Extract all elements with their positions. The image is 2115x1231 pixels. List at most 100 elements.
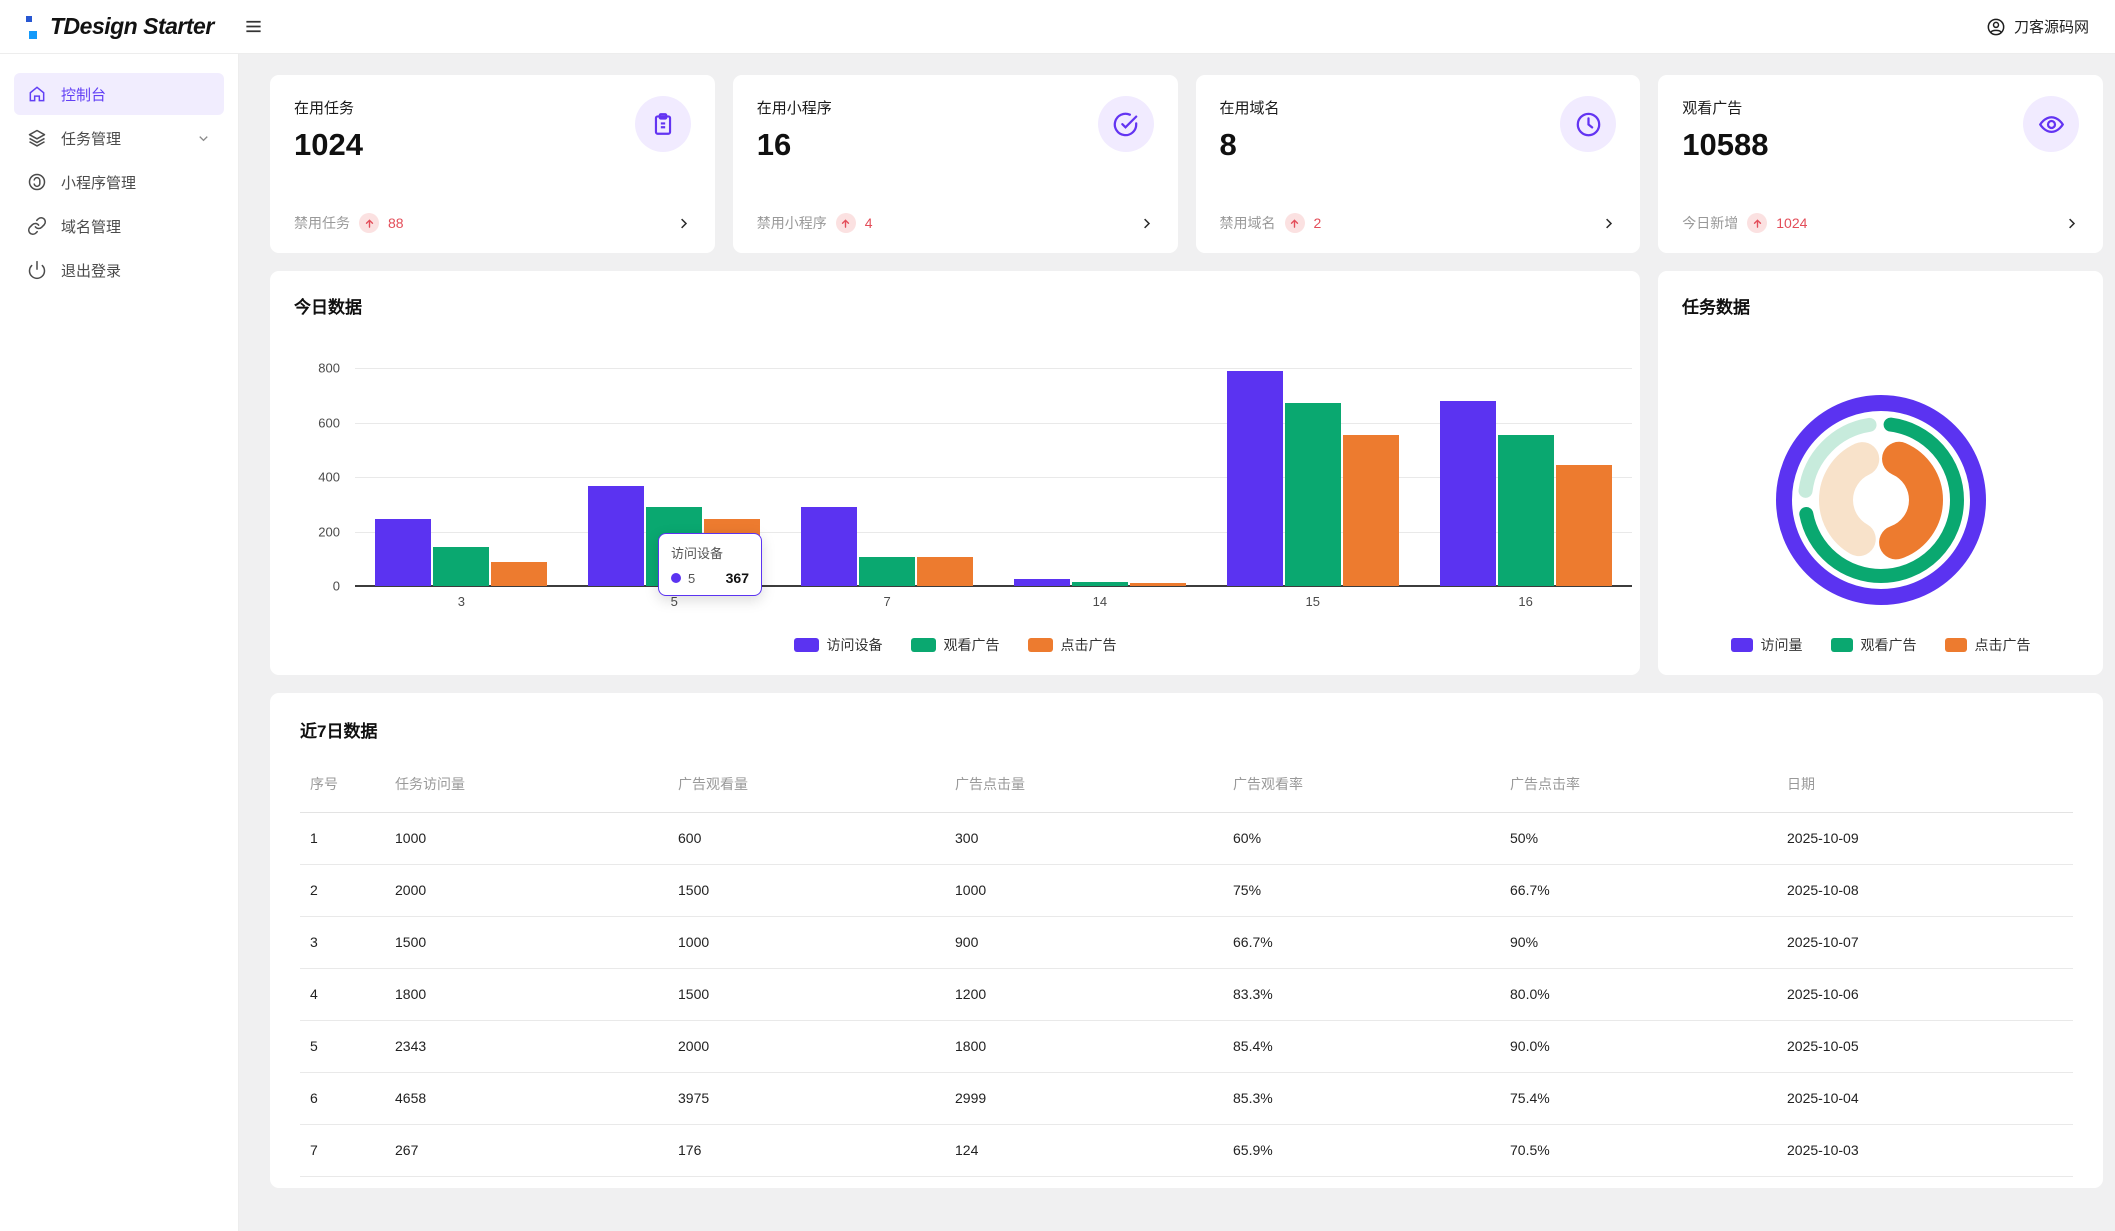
table-cell: 75% (1223, 864, 1500, 917)
stat-title: 在用任务 (294, 100, 355, 117)
bar (1129, 583, 1186, 586)
header: TDesign Starter 刀客源码网 (0, 0, 2115, 54)
y-axis-tick: 400 (318, 469, 340, 485)
donut-chart-svg (1775, 395, 1986, 605)
stat-title: 在用小程序 (756, 100, 832, 117)
bar (375, 519, 432, 586)
stat-sub-label: 禁用小程序 (756, 215, 827, 231)
table-cell: 2000 (668, 1020, 945, 1073)
table-cell: 2025-10-05 (1777, 1020, 2073, 1073)
legend-item[interactable]: 访问量 (1730, 635, 1803, 655)
sidebar-item-label: 控制台 (61, 86, 107, 104)
table-cell: 2343 (385, 1020, 668, 1073)
table-cell: 1800 (945, 1020, 1223, 1073)
bar (1071, 581, 1128, 586)
table-cell: 600 (668, 812, 945, 865)
bar-chart-plot: 0 200 400 600 800 3 5 7 14 15 16 (318, 361, 1632, 609)
legend-swatch-icon (1027, 638, 1053, 652)
user-menu[interactable]: 刀客源码网 (1986, 16, 2089, 37)
x-axis-tick: 5 (670, 594, 678, 609)
x-axis-tick: 7 (883, 594, 891, 609)
chevron-right-icon[interactable] (1139, 216, 1154, 231)
table-cell: 1000 (668, 916, 945, 969)
logo-text: TDesign Starter (50, 13, 214, 39)
chevron-right-icon[interactable] (2064, 216, 2079, 231)
stat-value: 16 (756, 127, 792, 162)
stat-footer: 禁用任务 88 (294, 213, 691, 233)
table-header-row: 序号 任务访问量 广告观看量 广告点击量 广告观看率 广告点击率 日期 (300, 756, 2073, 813)
stat-value: 10588 (1682, 127, 1769, 162)
bar (1439, 400, 1496, 586)
table-cell: 1500 (385, 916, 668, 969)
bar (1555, 464, 1612, 586)
x-axis-tick: 3 (457, 594, 466, 609)
table-cell: 2 (300, 864, 385, 917)
user-icon (1986, 17, 2006, 37)
legend-label: 点击广告 (1060, 637, 1117, 653)
gridline (355, 477, 1632, 478)
legend-swatch-icon (910, 638, 936, 652)
bar (801, 506, 858, 586)
bar (491, 562, 548, 586)
check-circle-icon (1097, 96, 1154, 152)
table-cell: 176 (668, 1124, 945, 1177)
table-cell: 1 (300, 812, 385, 865)
table-cell: 65.9% (1223, 1124, 1500, 1177)
stat-footer: 今日新增 1024 (1682, 213, 2079, 233)
charts-row: 今日数据 0 200 400 600 800 3 5 7 14 15 16 访问设备 5 367 访… (270, 271, 2103, 675)
home-icon (27, 84, 47, 104)
stat-footer: 禁用小程序 4 (757, 213, 1154, 233)
sidebar-item-logout[interactable]: 退出登录 (14, 249, 224, 291)
table-cell: 3 (300, 916, 385, 969)
chevron-right-icon[interactable] (1601, 216, 1616, 231)
sidebar-item-label: 域名管理 (61, 218, 122, 236)
legend-item[interactable]: 观看广告 (1830, 635, 1917, 655)
sidebar-item-tasks[interactable]: 任务管理 (14, 117, 224, 159)
menu-toggle-icon[interactable] (244, 17, 263, 36)
stat-sub-label: 禁用任务 (294, 215, 350, 231)
legend-swatch-icon (1944, 638, 1967, 652)
table-cell: 3975 (668, 1072, 945, 1125)
table-row: 4 1800 1500 1200 83.3% 80.0% 2025-10-06 (300, 968, 2073, 1021)
bar (1284, 403, 1341, 586)
legend-label: 访问设备 (826, 637, 883, 653)
legend-swatch-icon (1730, 638, 1753, 652)
table-cell: 50% (1500, 812, 1777, 865)
stat-trend-value: 2 (1313, 215, 1322, 231)
stat-card-active-tasks: 在用任务 1024 禁用任务 88 (270, 75, 715, 253)
tooltip-label: 5 (688, 570, 696, 586)
legend-item[interactable]: 访问设备 (793, 635, 883, 655)
donut-segment (1797, 417, 1964, 583)
table-cell: 90% (1500, 916, 1777, 969)
bar (1342, 434, 1399, 586)
sidebar-item-domains[interactable]: 域名管理 (14, 205, 224, 247)
chevron-right-icon[interactable] (676, 216, 691, 231)
table-cell: 1000 (945, 864, 1223, 917)
legend-item[interactable]: 点击广告 (1944, 635, 2031, 655)
sidebar-item-miniprogram[interactable]: 小程序管理 (14, 161, 224, 203)
table-cell: 2025-10-03 (1777, 1124, 2073, 1177)
link-icon (27, 216, 47, 236)
table-cell: 2025-10-08 (1777, 864, 2073, 917)
table-header-cell: 广告观看量 (668, 756, 945, 813)
legend-item[interactable]: 观看广告 (910, 635, 1000, 655)
table-cell: 4658 (385, 1072, 668, 1125)
gridline (355, 368, 1632, 369)
clipboard-icon (634, 96, 691, 152)
chevron-down-icon[interactable] (196, 131, 211, 146)
arrow-up-icon (835, 213, 856, 233)
bar (1497, 434, 1554, 586)
series-dot-icon (671, 573, 681, 583)
legend-label: 点击广告 (1974, 637, 2031, 653)
table-cell: 5 (300, 1020, 385, 1073)
legend-item[interactable]: 点击广告 (1027, 635, 1117, 655)
sidebar: 控制台 任务管理 小程序管理 域名管理 退出登录 (0, 54, 239, 1231)
table-row: 6 4658 3975 2999 85.3% 75.4% 2025-10-04 (300, 1072, 2073, 1125)
legend-label: 访问量 (1760, 637, 1803, 653)
miniprogram-icon (27, 172, 47, 192)
table-header-cell: 日期 (1777, 756, 2073, 813)
bar (1226, 370, 1283, 586)
sidebar-item-dashboard[interactable]: 控制台 (14, 73, 224, 115)
stat-card-active-domains: 在用域名 8 禁用域名 2 (1195, 75, 1641, 253)
sidebar-item-label: 任务管理 (61, 130, 122, 148)
